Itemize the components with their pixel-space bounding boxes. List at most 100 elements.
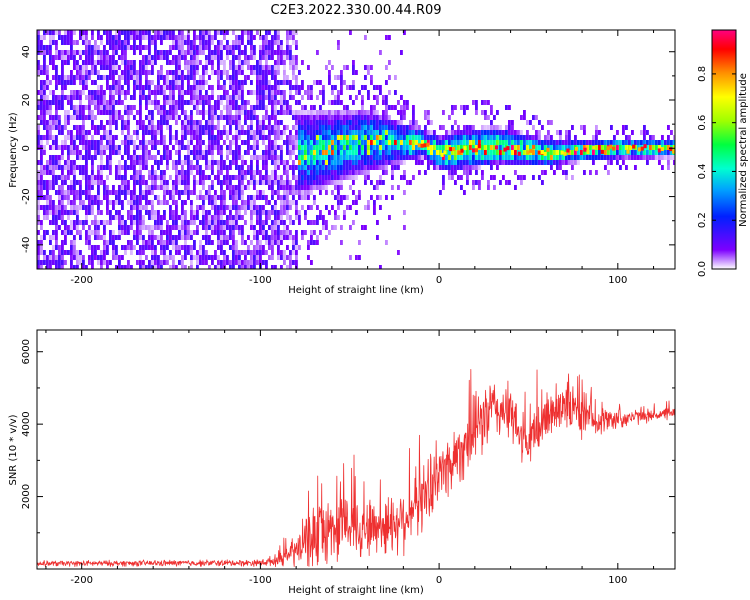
spectrogram-cell xyxy=(46,65,49,70)
spectrogram-cell xyxy=(166,165,169,170)
spectrogram-cell xyxy=(163,105,166,110)
spectrogram-cell xyxy=(277,100,280,105)
spectrogram-cell xyxy=(238,85,241,90)
spectrogram-cell xyxy=(184,145,187,150)
spectrogram-cell xyxy=(403,155,406,160)
spectrogram-cell xyxy=(70,100,73,105)
spectrogram-cell xyxy=(211,50,214,55)
spectrogram-cell xyxy=(184,135,187,140)
spectrogram-cell xyxy=(379,160,382,165)
spectrogram-cell xyxy=(412,130,415,135)
spectrogram-cell xyxy=(298,150,301,155)
spectrogram-cell xyxy=(544,160,547,165)
spectrogram-cell xyxy=(343,160,346,165)
spectrogram-cell xyxy=(172,185,175,190)
spectrogram-cell xyxy=(571,155,574,160)
spectrogram-cell xyxy=(292,170,295,175)
spectrogram-cell xyxy=(211,160,214,165)
spectrogram-cell xyxy=(112,145,115,150)
spectrogram-cell xyxy=(208,265,211,269)
spectrogram-cell xyxy=(673,135,675,140)
spectrogram-cell xyxy=(331,140,334,145)
spectrogram-cell xyxy=(205,40,208,45)
spectrogram-cell xyxy=(64,175,67,180)
spectrogram-cell xyxy=(217,45,220,50)
spectrogram-cell xyxy=(652,150,655,155)
spectrogram-cell xyxy=(238,135,241,140)
spectrogram-cell xyxy=(160,70,163,75)
spectrogram-cell xyxy=(121,70,124,75)
spectrogram-cell xyxy=(667,135,670,140)
spectrogram-cell xyxy=(274,170,277,175)
spectrogram-cell xyxy=(109,70,112,75)
spectrogram-cell xyxy=(109,30,112,35)
spectrogram-cell xyxy=(325,135,328,140)
spectrogram-cell xyxy=(79,170,82,175)
spectrogram-cell xyxy=(211,65,214,70)
spectrogram-cell xyxy=(292,70,295,75)
spectrogram-cell xyxy=(199,190,202,195)
spectrogram-cell xyxy=(70,210,73,215)
spectrogram-cell xyxy=(196,105,199,110)
spectrogram-cell xyxy=(217,170,220,175)
spectrogram-cell xyxy=(211,215,214,220)
spectrogram-cell xyxy=(364,65,367,70)
spectrogram-cell xyxy=(301,230,304,235)
spectrogram-cell xyxy=(109,235,112,240)
spectrogram-cell xyxy=(43,235,46,240)
spectrogram-cell xyxy=(178,160,181,165)
spectrogram-cell xyxy=(250,215,253,220)
spectrogram-cell xyxy=(451,170,454,175)
spectrogram-cell xyxy=(106,220,109,225)
spectrogram-cell xyxy=(145,185,148,190)
spectrogram-cell xyxy=(253,140,256,145)
spectrogram-cell xyxy=(286,175,289,180)
spectrogram-cell xyxy=(367,65,370,70)
spectrogram-cell xyxy=(325,205,328,210)
spectrogram-cell xyxy=(151,250,154,255)
spectrogram-cell xyxy=(601,140,604,145)
spectrogram-cell xyxy=(463,150,466,155)
spectrogram-cell xyxy=(274,30,277,35)
spectrogram-cell xyxy=(592,155,595,160)
spectrogram-peak-cell xyxy=(643,144,647,149)
spectrogram-cell xyxy=(163,55,166,60)
spectrogram-peak-cell xyxy=(560,150,564,155)
spectrogram-cell xyxy=(52,250,55,255)
spectrogram-cell xyxy=(241,195,244,200)
spectrogram-cell xyxy=(280,105,283,110)
spectrogram-peak-cell xyxy=(566,148,570,153)
spectrogram-cell xyxy=(202,200,205,205)
spectrogram-cell xyxy=(403,150,406,155)
spectrogram-cell xyxy=(532,135,535,140)
spectrogram-cell xyxy=(223,125,226,130)
spectrogram-cell xyxy=(40,100,43,105)
spectrogram-cell xyxy=(241,185,244,190)
spectrogram-cell xyxy=(73,220,76,225)
spectrogram-cell xyxy=(67,50,70,55)
spectrogram-cell xyxy=(160,230,163,235)
spectrogram-cell xyxy=(265,50,268,55)
spectrogram-cell xyxy=(145,65,148,70)
spectrogram-cell xyxy=(283,110,286,115)
spectrogram-cell xyxy=(247,205,250,210)
spectrogram-cell xyxy=(112,90,115,95)
spectrogram-cell xyxy=(376,235,379,240)
spectrogram-cell xyxy=(565,130,568,135)
spectrogram-cell xyxy=(406,145,409,150)
spectrogram-cell xyxy=(139,200,142,205)
spectrogram-cell xyxy=(523,150,526,155)
spectrogram-cell xyxy=(214,55,217,60)
spectrogram-cell xyxy=(634,145,637,150)
spectrogram-cell xyxy=(145,95,148,100)
spectrogram-cell xyxy=(43,115,46,120)
spectrogram-cell xyxy=(187,155,190,160)
spectrogram-cell xyxy=(334,130,337,135)
spectrogram-cell xyxy=(508,130,511,135)
spectrogram-cell xyxy=(181,95,184,100)
spectrogram-cell xyxy=(244,220,247,225)
spectrogram-cell xyxy=(49,80,52,85)
spectrogram-cell xyxy=(49,105,52,110)
spectrogram-cell xyxy=(49,220,52,225)
